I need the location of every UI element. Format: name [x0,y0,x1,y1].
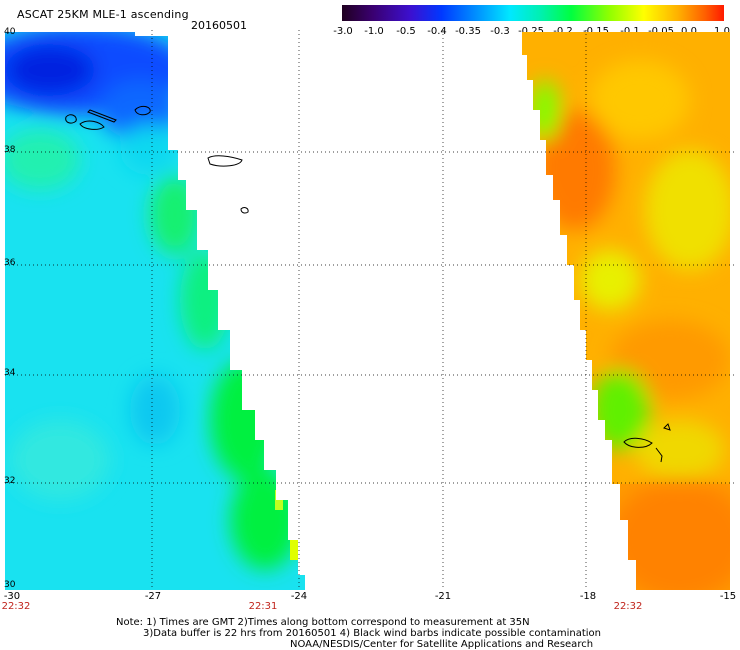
time-label: 22:31 [248,601,278,612]
left-swath [5,32,305,590]
lat-label: 30 [4,580,16,590]
time-label: 22:32 [613,601,643,612]
color-scale-bar [342,5,724,21]
lat-label: 34 [4,368,16,378]
product-date: 20160501 [191,19,247,32]
colorbar-tick-label: -0.3 [490,26,510,37]
note-line-1: Note: 1) Times are GMT 2)Times along bot… [116,617,530,628]
colorbar-tick-label: -0.2 [553,26,573,37]
colorbar-tick-label: 1.0 [714,26,730,37]
note-line-2: 3)Data buffer is 22 hrs from 20160501 4)… [143,628,601,639]
colorbar-tick-label: -0.1 [620,26,640,37]
coastlines [65,105,671,463]
colorbar-tick-label: -0.4 [427,26,447,37]
colorbar-tick-label: -0.05 [648,26,674,37]
lat-label: 38 [4,145,16,155]
lat-label: 36 [4,258,16,268]
time-label: 22:32 [1,601,31,612]
product-title: ASCAT 25KM MLE-1 ascending [17,8,189,21]
lon-label: -30 [3,591,21,602]
colorbar-tick-label: -0.15 [583,26,609,37]
lon-label: -27 [144,591,162,602]
colorbar-tick-label: -0.5 [396,26,416,37]
colorbar-tick-label: -1.0 [364,26,384,37]
lon-label: -18 [579,591,597,602]
lat-label: 40 [4,27,16,37]
note-line-3: NOAA/NESDIS/Center for Satellite Applica… [290,639,594,650]
colorbar-tick-label: 0.0 [681,26,697,37]
lon-label: -24 [290,591,308,602]
lon-label: -21 [434,591,452,602]
colorbar-tick-label: -0.35 [455,26,481,37]
colorbar-tick-label: -3.0 [333,26,353,37]
colorbar-tick-label: -0.25 [518,26,544,37]
right-swath [522,32,730,590]
lon-label: -15 [719,591,737,602]
lat-label: 32 [4,476,16,486]
graticule [5,30,735,590]
